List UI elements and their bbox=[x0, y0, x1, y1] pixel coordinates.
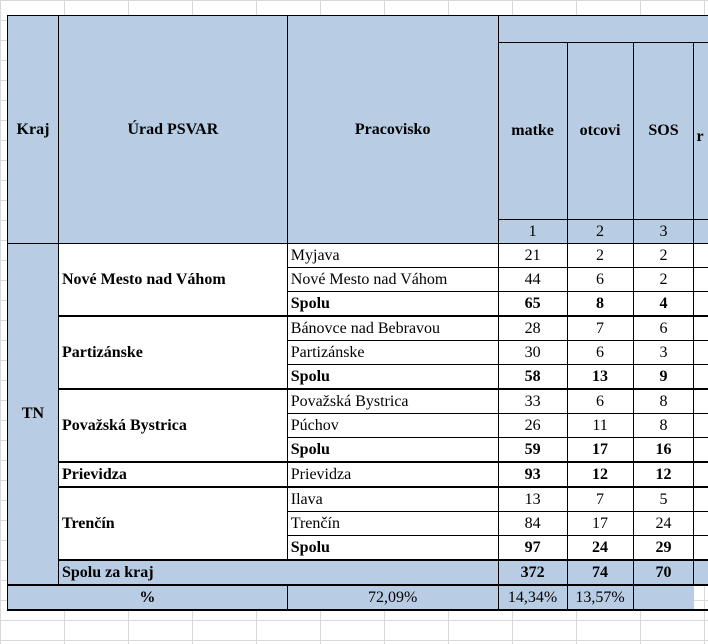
cut-cell[interactable] bbox=[693, 315, 708, 341]
cut-cell[interactable] bbox=[693, 559, 708, 586]
pracovisko-cell[interactable]: Ilava bbox=[286, 486, 499, 512]
sos-total-cell[interactable]: 9 bbox=[632, 364, 695, 390]
cut-cell[interactable] bbox=[693, 243, 708, 268]
sos-cell[interactable]: 6 bbox=[632, 315, 695, 341]
pracovisko-cell[interactable]: Nové Mesto nad Váhom bbox=[286, 267, 499, 292]
report-table: Kraj Úrad PSVAR Pracovisko matke otcovi … bbox=[7, 15, 708, 611]
col-number-2[interactable]: 2 bbox=[566, 219, 634, 244]
matke-total-cell[interactable]: 97 bbox=[497, 535, 568, 561]
sos-total-cell[interactable]: 16 bbox=[632, 437, 695, 463]
sos-cell[interactable]: 24 bbox=[632, 511, 695, 536]
cut-cell[interactable] bbox=[693, 267, 708, 292]
spolu-label-cell[interactable]: Spolu bbox=[286, 535, 499, 561]
otcovi-cell[interactable]: 6 bbox=[566, 388, 634, 414]
matke-cell[interactable]: 13 bbox=[497, 486, 568, 512]
otcovi-cell[interactable]: 7 bbox=[566, 315, 634, 341]
spolu-label-cell[interactable]: Spolu bbox=[286, 364, 499, 390]
cut-cell[interactable] bbox=[693, 511, 708, 536]
pracovisko-cell[interactable]: Bánovce nad Bebravou bbox=[286, 315, 499, 341]
col-number-3[interactable]: 3 bbox=[632, 219, 695, 244]
otcovi-total-cell[interactable]: 13 bbox=[566, 364, 634, 390]
sos-cell[interactable]: 2 bbox=[632, 267, 695, 292]
spolu-label-cell[interactable]: Spolu bbox=[286, 437, 499, 463]
pracovisko-cell[interactable]: Trenčín bbox=[286, 511, 499, 536]
pracovisko-cell[interactable]: Považská Bystrica bbox=[286, 388, 499, 414]
cut-cell[interactable] bbox=[693, 437, 708, 463]
sos-cell[interactable]: 2 bbox=[632, 243, 695, 268]
cut-cell[interactable] bbox=[693, 340, 708, 365]
sos-total-cell[interactable]: 29 bbox=[632, 535, 695, 561]
sos-cell[interactable]: 8 bbox=[632, 388, 695, 414]
matke-cell[interactable]: 21 bbox=[497, 243, 568, 268]
kraj-total-label[interactable]: Spolu za kraj bbox=[57, 559, 499, 586]
percent-matke[interactable]: 72,09% bbox=[286, 584, 499, 611]
otcovi-cell[interactable]: 17 bbox=[566, 511, 634, 536]
cut-cell[interactable] bbox=[693, 461, 708, 488]
matke-cell[interactable]: 33 bbox=[497, 388, 568, 414]
percent-label[interactable]: % bbox=[7, 584, 288, 611]
cut-cell[interactable] bbox=[693, 486, 708, 512]
cut-cell[interactable] bbox=[632, 584, 694, 611]
percent-sos[interactable]: 13,57% bbox=[566, 584, 634, 611]
matke-cell[interactable]: 28 bbox=[497, 315, 568, 341]
cut-cell[interactable] bbox=[693, 413, 708, 438]
otcovi-cell[interactable]: 6 bbox=[566, 267, 634, 292]
header-otcovi[interactable]: otcovi bbox=[566, 42, 634, 220]
pracovisko-cell[interactable]: Púchov bbox=[286, 413, 499, 438]
otcovi-total-cell[interactable]: 17 bbox=[566, 437, 634, 463]
header-cut-label: r bbox=[696, 128, 704, 145]
cut-cell[interactable] bbox=[693, 364, 708, 390]
otcovi-cell[interactable]: 2 bbox=[566, 243, 634, 268]
urad-cell[interactable]: Prievidza bbox=[57, 461, 288, 488]
matke-cell[interactable]: 93 bbox=[497, 461, 568, 488]
otcovi-cell[interactable]: 12 bbox=[566, 461, 634, 488]
otcovi-cell[interactable]: 6 bbox=[566, 340, 634, 365]
header-cut-column[interactable]: r bbox=[693, 42, 708, 220]
matke-total-cell[interactable]: 65 bbox=[497, 291, 568, 317]
urad-cell[interactable]: Považská Bystrica bbox=[57, 388, 288, 463]
sos-total-cell[interactable]: 4 bbox=[632, 291, 695, 317]
otcovi-cell[interactable]: 7 bbox=[566, 486, 634, 512]
matke-cell[interactable]: 84 bbox=[497, 511, 568, 536]
col-number-1[interactable]: 1 bbox=[497, 219, 568, 244]
matke-total-cell[interactable]: 59 bbox=[497, 437, 568, 463]
cut-cell[interactable] bbox=[693, 388, 708, 414]
pracovisko-cell[interactable]: Partizánske bbox=[286, 340, 499, 365]
header-urad[interactable]: Úrad PSVAR bbox=[57, 15, 288, 244]
urad-cell[interactable]: Partizánske bbox=[57, 315, 288, 390]
sos-cell[interactable]: 8 bbox=[632, 413, 695, 438]
header-sos[interactable]: SOS bbox=[632, 42, 695, 220]
sos-cell[interactable]: 12 bbox=[632, 461, 695, 488]
matke-cell[interactable]: 44 bbox=[497, 267, 568, 292]
otcovi-cell[interactable]: 11 bbox=[566, 413, 634, 438]
header-group-band[interactable] bbox=[497, 15, 708, 43]
pracovisko-cell[interactable]: Myjava bbox=[286, 243, 499, 268]
col-number-cut[interactable] bbox=[693, 219, 708, 244]
spolu-label-cell[interactable]: Spolu bbox=[286, 291, 499, 317]
kraj-total-sos[interactable]: 70 bbox=[632, 559, 695, 586]
urad-cell[interactable]: Trenčín bbox=[57, 486, 288, 561]
kraj-total-otcovi[interactable]: 74 bbox=[566, 559, 634, 586]
kraj-total-matke[interactable]: 372 bbox=[497, 559, 568, 586]
urad-cell[interactable]: Nové Mesto nad Váhom bbox=[57, 243, 288, 317]
matke-total-cell[interactable]: 58 bbox=[497, 364, 568, 390]
cut-cell[interactable] bbox=[693, 291, 708, 317]
pracovisko-cell[interactable]: Prievidza bbox=[286, 461, 499, 488]
percent-otcovi[interactable]: 14,34% bbox=[497, 584, 568, 611]
kraj-cell[interactable]: TN bbox=[7, 243, 59, 586]
otcovi-total-cell[interactable]: 24 bbox=[566, 535, 634, 561]
sos-cell[interactable]: 5 bbox=[632, 486, 695, 512]
sos-cell[interactable]: 3 bbox=[632, 340, 695, 365]
header-kraj[interactable]: Kraj bbox=[7, 15, 59, 244]
matke-cell[interactable]: 26 bbox=[497, 413, 568, 438]
otcovi-total-cell[interactable]: 8 bbox=[566, 291, 634, 317]
cut-cell[interactable] bbox=[693, 535, 708, 561]
matke-cell[interactable]: 30 bbox=[497, 340, 568, 365]
header-pracovisko[interactable]: Pracovisko bbox=[286, 15, 499, 244]
header-matke[interactable]: matke bbox=[497, 42, 568, 220]
